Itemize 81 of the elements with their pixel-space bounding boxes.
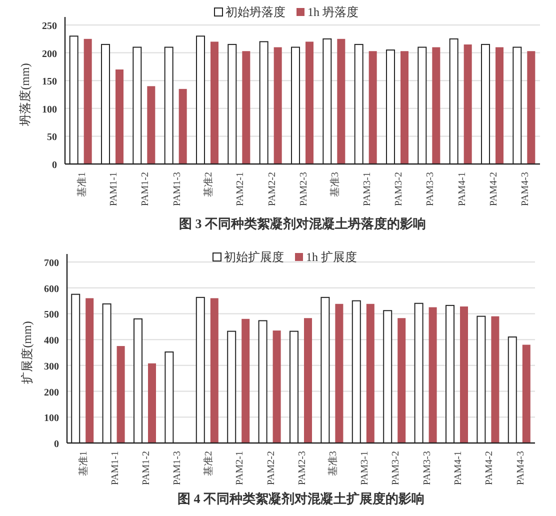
- x-tick-label: 基准1: [76, 172, 88, 197]
- bar: [460, 306, 468, 443]
- x-tick-label: PAM1-1: [108, 172, 120, 206]
- x-tick-label: PAM4-1: [456, 172, 468, 206]
- legend-label: 1h 扩展度: [306, 250, 357, 264]
- y-tick-label: 100: [44, 413, 59, 424]
- legend-label: 1h 坍落度: [308, 5, 358, 19]
- y-tick-label: 100: [42, 104, 57, 116]
- y-tick-label: 300: [44, 361, 59, 372]
- bar: [491, 316, 500, 443]
- x-tick-label: 基准3: [329, 172, 342, 197]
- bar: [306, 42, 314, 164]
- bar: [272, 330, 281, 443]
- x-tick-label: PAM1-1: [110, 451, 121, 486]
- bar: [242, 318, 250, 443]
- bar: [116, 346, 125, 443]
- x-tick-label: PAM4-2: [484, 451, 496, 486]
- y-tick-label: 200: [44, 387, 59, 398]
- x-tick-label: PAM2-1: [235, 172, 246, 206]
- y-tick-label: 400: [44, 336, 59, 347]
- bar: [210, 42, 218, 164]
- x-tick-label: PAM2-3: [298, 172, 310, 206]
- y-tick-label: 700: [44, 258, 59, 269]
- x-tick-label: PAM2-3: [297, 451, 308, 486]
- legend-label: 初始扩展度: [224, 250, 284, 264]
- bar: [178, 88, 187, 164]
- x-tick-label: PAM3-1: [359, 451, 370, 486]
- bar: [116, 69, 124, 164]
- x-tick-label: PAM3-3: [422, 451, 433, 486]
- x-tick-label: PAM1-3: [172, 451, 184, 486]
- bar: [335, 304, 344, 443]
- bar: [366, 304, 374, 443]
- bar: [210, 298, 218, 443]
- y-axis-title: 坍落度(mm): [18, 63, 32, 127]
- bar: [304, 318, 312, 443]
- bar: [147, 86, 156, 164]
- x-tick-label: 基准2: [202, 451, 214, 476]
- y-tick-label: 200: [42, 48, 57, 60]
- bar: [428, 307, 437, 443]
- x-tick-label: 基准1: [78, 451, 90, 476]
- bar: [400, 51, 408, 164]
- bar: [148, 363, 156, 443]
- text: 图 4 不同种类絮凝剂对混凝土扩展度的影响: [178, 491, 424, 506]
- x-tick-label: PAM2-1: [234, 451, 246, 486]
- x-tick-label: PAM3-2: [390, 451, 402, 486]
- y-tick-label: 0: [52, 160, 57, 171]
- y-tick-label: 0: [54, 439, 59, 450]
- bar: [398, 318, 406, 443]
- bar: [368, 51, 377, 164]
- bar: [337, 38, 346, 164]
- bar: [242, 51, 250, 164]
- x-tick-label: PAM4-3: [515, 451, 526, 486]
- y-tick-label: 250: [42, 21, 57, 32]
- bar: [84, 38, 92, 164]
- text: 图 3 不同种类絮凝剂对混凝土坍落度的影响: [179, 216, 426, 231]
- bar: [86, 298, 94, 443]
- x-tick-label: PAM3-1: [362, 172, 373, 206]
- y-tick-label: 50: [47, 132, 57, 144]
- x-tick-label: PAM2-2: [266, 451, 277, 486]
- bar: [496, 47, 504, 164]
- legend-label: 初始坍落度: [226, 5, 286, 19]
- x-tick-label: PAM1-2: [141, 451, 152, 486]
- x-tick-label: PAM1-2: [140, 172, 152, 206]
- x-tick-label: PAM3-2: [394, 172, 404, 206]
- x-tick-label: 基准2: [202, 172, 214, 197]
- y-axis-title: 扩展度(mm): [20, 321, 34, 384]
- x-tick-label: PAM1-3: [172, 172, 183, 206]
- x-tick-label: 基准3: [327, 451, 340, 476]
- x-tick-label: PAM2-2: [266, 172, 278, 206]
- y-tick-label: 500: [44, 310, 59, 321]
- bar: [522, 344, 530, 443]
- bar: [527, 51, 536, 164]
- x-tick-label: PAM4-2: [488, 172, 500, 206]
- x-tick-label: PAM4-3: [520, 172, 532, 206]
- bar: [432, 47, 440, 164]
- y-tick-label: 600: [44, 284, 59, 295]
- bar: [464, 44, 472, 164]
- y-tick-label: 150: [42, 76, 57, 88]
- bar: [274, 47, 282, 164]
- x-tick-label: PAM4-1: [453, 451, 464, 486]
- x-tick-label: PAM3-3: [425, 172, 436, 206]
